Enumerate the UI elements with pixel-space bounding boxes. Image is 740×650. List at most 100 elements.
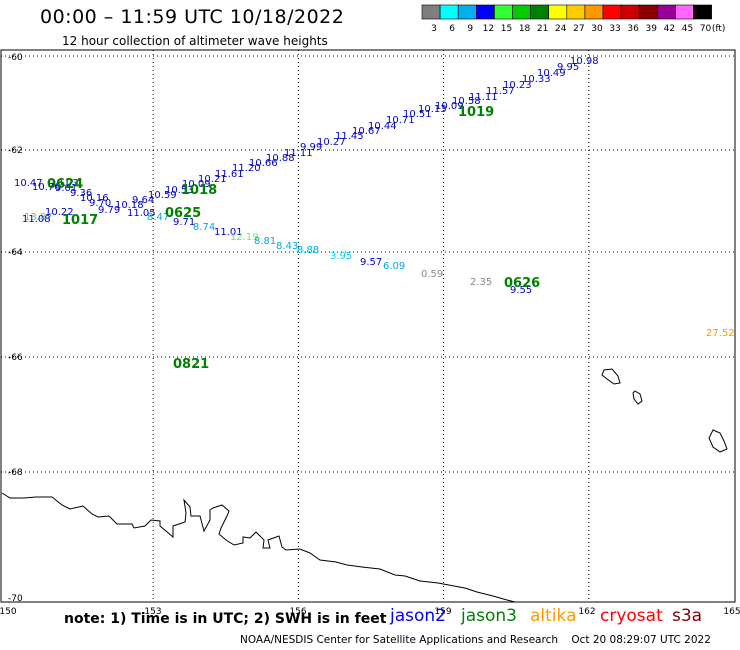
swh-label: 8.81 (254, 236, 276, 247)
swh-label: 10.21 (198, 174, 227, 185)
map-frame (0, 49, 736, 603)
legend-label: 42 (664, 24, 675, 34)
swh-label: 11.45 (335, 131, 364, 142)
mission-jason3: jason3 (461, 606, 517, 626)
swh-label: 11.05 (127, 208, 156, 219)
coastline-island-3 (708, 429, 728, 453)
swh-label: 10.44 (368, 121, 397, 132)
swh-label: 10.67 (352, 126, 381, 137)
swh-label: 11.57 (486, 86, 515, 97)
lat-label: -64 (8, 248, 23, 258)
swh-label: 11.11 (284, 148, 313, 159)
swh-label: 8.88 (297, 245, 319, 256)
swh-label: 10.59 (148, 190, 177, 201)
coastline-island-1 (601, 368, 621, 385)
swh-label: 10.58 (452, 96, 481, 107)
footer-credit: NOAA/NESDIS Center for Satellite Applica… (240, 634, 711, 646)
swh-label: 10.27 (317, 137, 346, 148)
lat-label: -68 (8, 468, 23, 478)
time-label: 0626 (504, 276, 540, 291)
lon-label: 156 (289, 607, 306, 617)
time-label: 1018 (181, 183, 217, 198)
lon-label: 162 (578, 607, 595, 617)
swh-label: 9.01 (55, 183, 77, 194)
swh-label: 10.76 (32, 182, 61, 193)
legend-label: 33 (609, 24, 620, 34)
legend-swatch (693, 4, 712, 20)
swh-label: 11.11 (469, 92, 498, 103)
swh-labels: 10.989.9510.4910.3310.2311.5711.1110.581… (14, 56, 735, 339)
legend-label: 70 (700, 24, 712, 34)
legend-label: 30 (591, 24, 603, 34)
swh-label: 9.99 (300, 142, 322, 153)
swh-label: 9.57 (360, 257, 382, 268)
swh-label: 10.49 (537, 68, 566, 79)
legend-label: 15 (501, 24, 512, 34)
legend-unit: (ft) (712, 24, 726, 34)
lon-label: 153 (144, 607, 161, 617)
lon-label: 159 (434, 607, 451, 617)
time-labels: 0624 1018 0625 1017 1019 0626 0821 (47, 105, 540, 372)
swh-label: 8.47 (147, 212, 169, 223)
swh-label: 9.79 (98, 205, 120, 216)
legend-label: 18 (519, 24, 531, 34)
swh-label: 6.09 (383, 261, 405, 272)
swh-label: 9.64 (132, 195, 154, 206)
swh-label: 10.13 (418, 104, 447, 115)
legend-label: 6 (449, 24, 455, 34)
color-legend: 3 6 9 12 15 18 21 24 27 30 33 36 39 42 45 70 (ft) (421, 4, 726, 34)
swh-label: 10.22 (45, 207, 74, 218)
swh-label: 10.51 (403, 109, 432, 120)
swh-label: 10.09 (435, 101, 464, 112)
axis-labels: 150 153 156 159 162 165 -60 -62 -64 -66 -68 -70 (0, 53, 740, 617)
legend-label: 27 (573, 24, 584, 34)
mission-jason2: jason2 (390, 606, 446, 626)
swh-label: 9.70 (89, 198, 111, 209)
swh-label: 0.59 (421, 269, 443, 280)
legend-label: 12 (483, 24, 494, 34)
mission-altika: altika (530, 606, 577, 626)
swh-label: 10.16 (80, 193, 109, 204)
legend-label: 9 (467, 24, 473, 34)
lat-label: -62 (8, 146, 23, 156)
swh-label: 10.33 (522, 74, 551, 85)
swh-label: 10.09 (182, 179, 211, 190)
swh-label: 11.20 (232, 163, 261, 174)
legend-label: 39 (646, 24, 658, 34)
time-label: 1019 (458, 105, 494, 120)
time-label: 0625 (165, 206, 201, 221)
swh-label: 10.03 (50, 178, 79, 189)
lat-label: -60 (8, 53, 23, 63)
lat-label: -66 (8, 353, 23, 363)
swh-label: 10.88 (266, 153, 295, 164)
swh-label: 9.95 (557, 62, 579, 73)
swh-label: 3.95 (330, 251, 352, 262)
swh-label: 9.55 (510, 285, 532, 296)
swh-label: 10.66 (249, 158, 278, 169)
coastline-island-2 (632, 390, 643, 405)
lat-label: -70 (8, 594, 23, 604)
coastline (1, 368, 728, 603)
lon-label: 150 (0, 607, 17, 617)
mission-cryosat: cryosat (600, 606, 663, 626)
lon-label: 165 (723, 607, 740, 617)
swh-label: 9.36 (70, 188, 92, 199)
swh-label: 10.23 (503, 80, 532, 91)
mission-s3a: s3a (672, 606, 703, 626)
swh-label: 12.19 (230, 232, 259, 243)
map-subtitle: 12 hour collection of altimeter wave hei… (62, 34, 328, 48)
swh-label: 10.53 (165, 185, 194, 196)
swh-label: 10.18 (115, 200, 144, 211)
swh-label: 27.52 (706, 328, 735, 339)
coastline-antarctica (1, 492, 516, 603)
time-label: 1017 (62, 213, 98, 228)
legend-label: 45 (682, 24, 693, 34)
swh-label: 10.71 (386, 115, 415, 126)
swh-label: 11.61 (215, 169, 244, 180)
swh-label: 2.35 (470, 277, 492, 288)
map-title: 00:00 – 11:59 UTC 10/18/2022 (40, 6, 345, 28)
legend-label: 36 (627, 24, 639, 34)
swh-label: 13.87 (24, 212, 53, 223)
footer-note: note: 1) Time is in UTC; 2) SWH is in fe… (64, 611, 387, 627)
